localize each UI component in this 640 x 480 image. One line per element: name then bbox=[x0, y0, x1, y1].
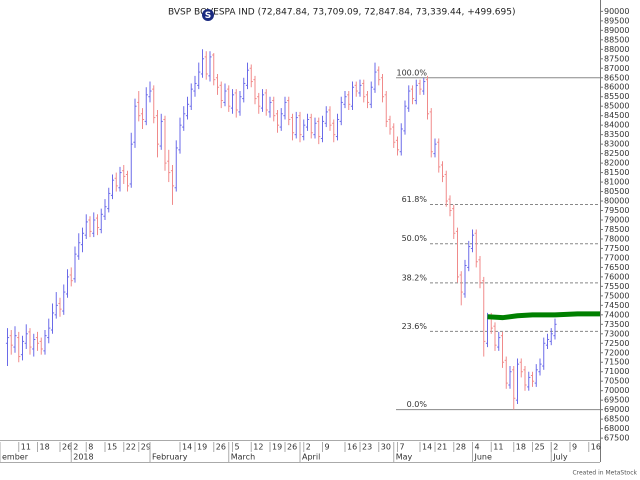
y-tick-label: 80000 bbox=[604, 197, 629, 206]
y-tick-label: 77500 bbox=[604, 244, 629, 253]
x-tick-label: 26 bbox=[287, 443, 297, 452]
month-label: May bbox=[396, 453, 413, 462]
x-tick-label: 8 bbox=[88, 443, 93, 452]
x-tick-label: 16 bbox=[347, 443, 357, 452]
x-tick-label: 14 bbox=[422, 443, 432, 452]
x-tick-label: 18 bbox=[516, 443, 526, 452]
y-tick-label: 74000 bbox=[604, 310, 629, 319]
y-tick-label: 73000 bbox=[604, 329, 629, 338]
y-tick-label: 70000 bbox=[604, 386, 629, 395]
chart-title: BVSP BOVESPA IND (72,847.84, 73,709.09, … bbox=[168, 8, 515, 18]
month-label: February bbox=[152, 453, 188, 462]
y-tick-label: 78500 bbox=[604, 225, 629, 234]
trendline bbox=[487, 311, 600, 321]
y-tick-label: 75000 bbox=[604, 291, 629, 300]
month-label: March bbox=[231, 453, 255, 462]
y-tick-label: 86500 bbox=[604, 73, 629, 82]
y-tick-label: 90000 bbox=[604, 7, 629, 16]
y-tick-label: 85000 bbox=[604, 102, 629, 111]
x-tick-label: 4 bbox=[475, 443, 480, 452]
fib-label: 100.0% bbox=[396, 68, 427, 77]
x-tick-label: 11 bbox=[493, 443, 503, 452]
fib-label: 50.0% bbox=[402, 234, 428, 243]
x-tick-label: 14 bbox=[182, 443, 192, 452]
fib-label: 23.6% bbox=[402, 322, 428, 331]
x-tick-label: 25 bbox=[535, 443, 545, 452]
y-tick-label: 79000 bbox=[604, 216, 629, 225]
y-tick-label: 75500 bbox=[604, 282, 629, 291]
y-tick-label: 76000 bbox=[604, 272, 629, 281]
month-label: June bbox=[474, 453, 493, 462]
x-tick-label: 11 bbox=[21, 443, 31, 452]
y-tick-label: 82000 bbox=[604, 159, 629, 168]
x-tick-label: 9 bbox=[325, 443, 330, 452]
y-tick-label: 71000 bbox=[604, 367, 629, 376]
x-tick-label: 12 bbox=[253, 443, 263, 452]
x-tick-label: 2 bbox=[73, 443, 78, 452]
y-tick-label: 88500 bbox=[604, 35, 629, 44]
icon bbox=[202, 9, 214, 21]
y-tick-label: 76500 bbox=[604, 263, 629, 272]
fib-label: 0.0% bbox=[407, 400, 428, 409]
x-tick-label: 16 bbox=[591, 443, 601, 452]
x-tick-label: 9 bbox=[572, 443, 577, 452]
y-tick-label: 82500 bbox=[604, 149, 629, 158]
y-tick-label: 81000 bbox=[604, 178, 629, 187]
x-tick-label: 26 bbox=[216, 443, 226, 452]
y-tick-label: 86000 bbox=[604, 83, 629, 92]
icon-letter: S bbox=[205, 11, 211, 21]
fib-label: 61.8% bbox=[402, 195, 428, 204]
y-tick-label: 69500 bbox=[604, 396, 629, 405]
y-tick-label: 84500 bbox=[604, 111, 629, 120]
x-tick-label: 7 bbox=[400, 443, 405, 452]
y-tick-label: 89000 bbox=[604, 26, 629, 35]
y-tick-label: 72000 bbox=[604, 348, 629, 357]
x-tick-label: 15 bbox=[107, 443, 117, 452]
x-tick-label: 19 bbox=[197, 443, 207, 452]
y-tick-label: 88000 bbox=[604, 45, 629, 54]
y-tick-label: 78000 bbox=[604, 234, 629, 243]
month-label: April bbox=[302, 453, 320, 462]
y-tick-label: 73500 bbox=[604, 320, 629, 329]
y-tick-label: 81500 bbox=[604, 168, 629, 177]
y-tick-label: 67500 bbox=[604, 434, 629, 443]
month-label: 2018 bbox=[73, 453, 93, 462]
x-tick-label: 2 bbox=[553, 443, 558, 452]
footer: Created in MetaStock bbox=[572, 470, 637, 477]
y-tick-label: 74500 bbox=[604, 301, 629, 310]
y-tick-label: 87500 bbox=[604, 54, 629, 63]
month-label: ember bbox=[2, 453, 29, 462]
x-tick-label: 29 bbox=[141, 443, 151, 452]
x-tick-label: 2 bbox=[306, 443, 311, 452]
y-tick-label: 84000 bbox=[604, 121, 629, 130]
fib-label: 38.2% bbox=[402, 273, 428, 282]
x-tick-label: 26 bbox=[62, 443, 72, 452]
y-tick-label: 87000 bbox=[604, 64, 629, 73]
y-tick-label: 79500 bbox=[604, 206, 629, 215]
y-tick-label: 70500 bbox=[604, 377, 629, 386]
y-tick-label: 85500 bbox=[604, 92, 629, 101]
y-tick-label: 77000 bbox=[604, 253, 629, 262]
y-tick-label: 83500 bbox=[604, 130, 629, 139]
y-tick-label: 80500 bbox=[604, 187, 629, 196]
y-tick-label: 72500 bbox=[604, 339, 629, 348]
y-tick-label: 68500 bbox=[604, 415, 629, 424]
y-tick-label: 68000 bbox=[604, 424, 629, 433]
month-label: July bbox=[552, 453, 568, 462]
x-tick-label: 5 bbox=[235, 443, 240, 452]
x-tick-label: 23 bbox=[362, 443, 372, 452]
x-tick-label: 18 bbox=[40, 443, 50, 452]
x-tick-label: 28 bbox=[456, 443, 466, 452]
y-tick-label: 83000 bbox=[604, 140, 629, 149]
x-tick-label: 19 bbox=[272, 443, 282, 452]
x-tick-label: 30 bbox=[381, 443, 391, 452]
y-tick-label: 71500 bbox=[604, 358, 629, 367]
y-tick-label: 89500 bbox=[604, 16, 629, 25]
x-tick-label: 22 bbox=[126, 443, 136, 452]
y-tick-label: 69000 bbox=[604, 405, 629, 414]
x-tick-label: 21 bbox=[437, 443, 447, 452]
